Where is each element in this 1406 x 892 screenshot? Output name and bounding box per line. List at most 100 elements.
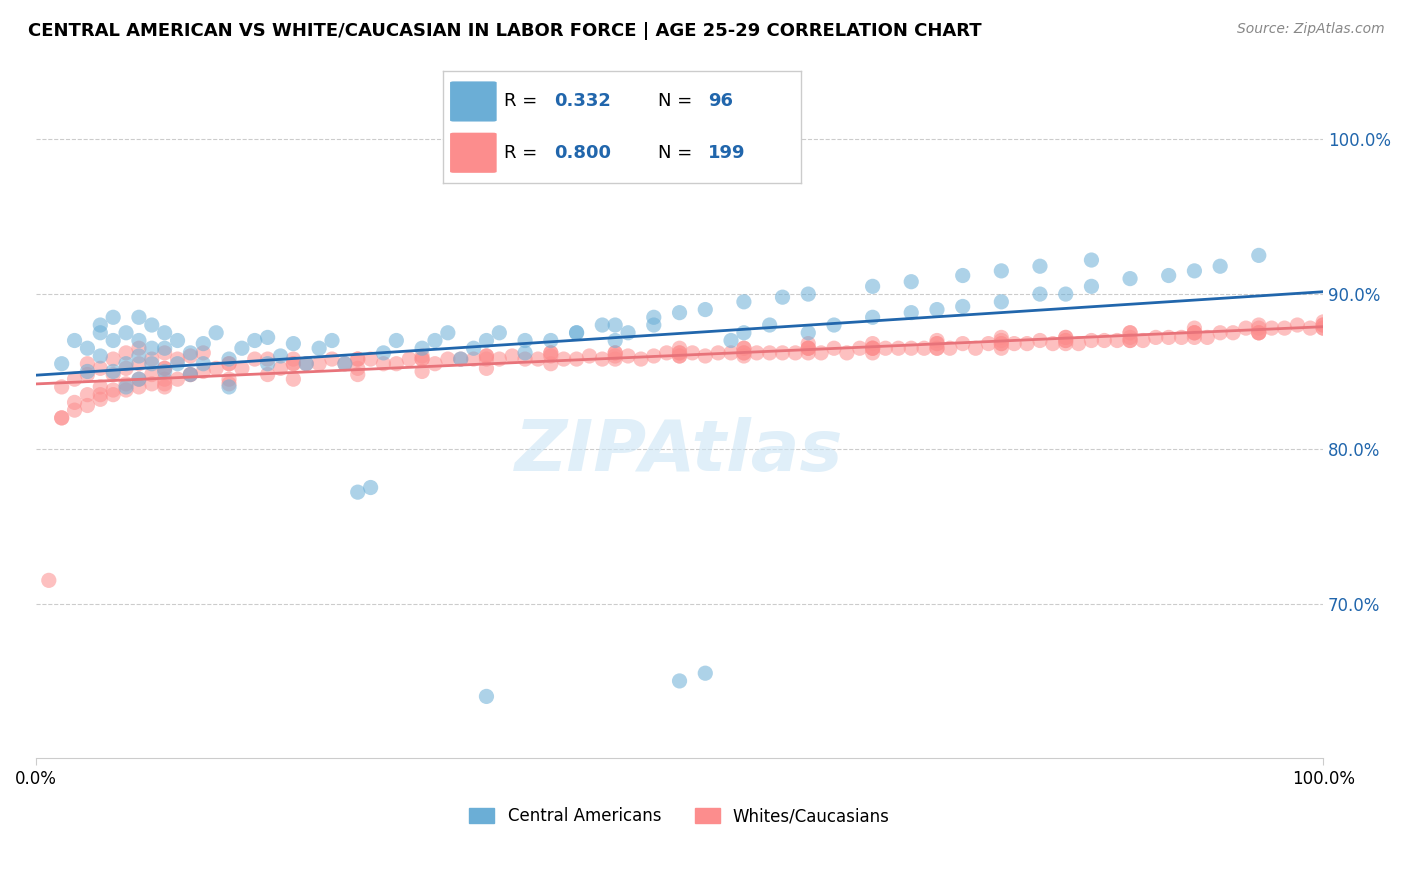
Point (475, 349, 498, 363)
Point (733, 346, 755, 360)
Point (733, 341, 755, 355)
Point (1119, 334, 1142, 348)
Point (89, 326, 111, 340)
Point (990, 330, 1012, 344)
Point (488, 326, 510, 340)
Point (1157, 268, 1180, 283)
Text: N =: N = (658, 93, 697, 111)
Point (256, 357, 278, 371)
Point (565, 326, 588, 340)
Point (141, 341, 163, 355)
Point (115, 380, 138, 394)
Point (153, 341, 176, 355)
Point (179, 346, 201, 360)
Point (733, 346, 755, 360)
Point (797, 341, 820, 355)
Point (179, 368, 201, 382)
Point (475, 349, 498, 363)
Point (553, 352, 575, 367)
Point (617, 349, 640, 363)
Point (141, 368, 163, 382)
Point (1299, 321, 1322, 335)
Point (385, 357, 408, 371)
Point (733, 326, 755, 340)
Point (89, 361, 111, 376)
Point (591, 318, 613, 332)
Point (1170, 330, 1192, 344)
Point (1054, 330, 1077, 344)
Point (128, 334, 150, 348)
Point (166, 357, 188, 371)
Point (295, 357, 318, 371)
Text: 96: 96 (709, 93, 733, 111)
Point (1132, 334, 1154, 348)
Point (308, 341, 330, 355)
Point (115, 383, 138, 397)
Point (527, 352, 550, 367)
Point (952, 336, 974, 351)
Point (153, 346, 176, 360)
Point (333, 357, 356, 371)
Point (63, 403, 86, 417)
Point (153, 326, 176, 340)
Point (513, 334, 536, 348)
Point (101, 383, 124, 397)
Point (153, 380, 176, 394)
Point (89, 380, 111, 394)
Point (411, 352, 433, 367)
Point (128, 341, 150, 355)
Point (488, 352, 510, 367)
Point (1286, 318, 1309, 332)
Point (630, 352, 652, 367)
Point (193, 357, 215, 371)
Point (1080, 253, 1102, 268)
Point (925, 336, 948, 351)
Point (179, 368, 201, 382)
Point (1209, 259, 1232, 273)
Point (797, 341, 820, 355)
Text: Source: ZipAtlas.com: Source: ZipAtlas.com (1237, 22, 1385, 37)
Point (720, 346, 742, 360)
Point (218, 352, 240, 367)
Point (373, 357, 395, 371)
Point (475, 352, 498, 367)
Point (887, 341, 910, 355)
Point (733, 294, 755, 309)
Point (283, 352, 305, 367)
Text: 0.332: 0.332 (554, 93, 612, 111)
Point (1312, 315, 1334, 329)
Point (797, 346, 820, 360)
Point (1184, 330, 1206, 344)
Point (256, 368, 278, 382)
Point (205, 361, 228, 376)
Point (900, 275, 922, 289)
Point (617, 326, 640, 340)
Point (900, 306, 922, 320)
Point (952, 300, 974, 314)
Point (385, 334, 408, 348)
Point (437, 326, 460, 340)
Point (785, 346, 807, 360)
Point (643, 310, 665, 325)
Point (141, 376, 163, 391)
Point (270, 361, 292, 376)
Point (1080, 334, 1102, 348)
Point (540, 357, 562, 371)
Point (76, 357, 98, 371)
Point (193, 364, 215, 378)
Point (977, 336, 1000, 351)
Point (668, 349, 690, 363)
Point (63, 372, 86, 386)
Point (990, 264, 1012, 278)
Point (141, 318, 163, 332)
Point (965, 341, 987, 355)
Point (423, 357, 446, 371)
Point (668, 306, 690, 320)
Point (1067, 336, 1090, 351)
Point (1157, 330, 1180, 344)
Point (772, 290, 794, 304)
Point (283, 372, 305, 386)
Point (179, 368, 201, 382)
Point (797, 287, 820, 301)
Point (695, 666, 717, 681)
